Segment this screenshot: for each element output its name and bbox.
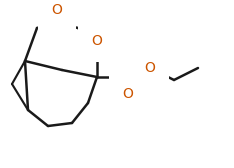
Text: O: O xyxy=(91,34,102,48)
Text: O: O xyxy=(145,61,155,75)
Text: O: O xyxy=(51,3,62,17)
Text: O: O xyxy=(123,87,133,101)
